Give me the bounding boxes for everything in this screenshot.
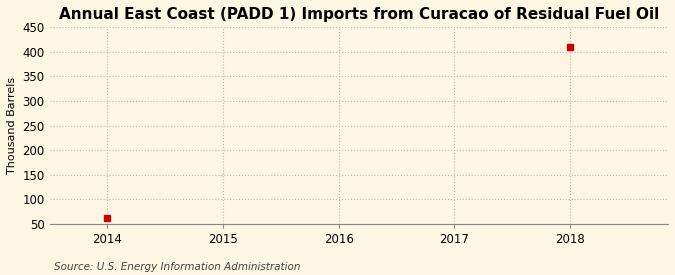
Text: Source: U.S. Energy Information Administration: Source: U.S. Energy Information Administ… bbox=[54, 262, 300, 272]
Title: Annual East Coast (PADD 1) Imports from Curacao of Residual Fuel Oil: Annual East Coast (PADD 1) Imports from … bbox=[59, 7, 659, 22]
Y-axis label: Thousand Barrels: Thousand Barrels bbox=[7, 77, 17, 174]
